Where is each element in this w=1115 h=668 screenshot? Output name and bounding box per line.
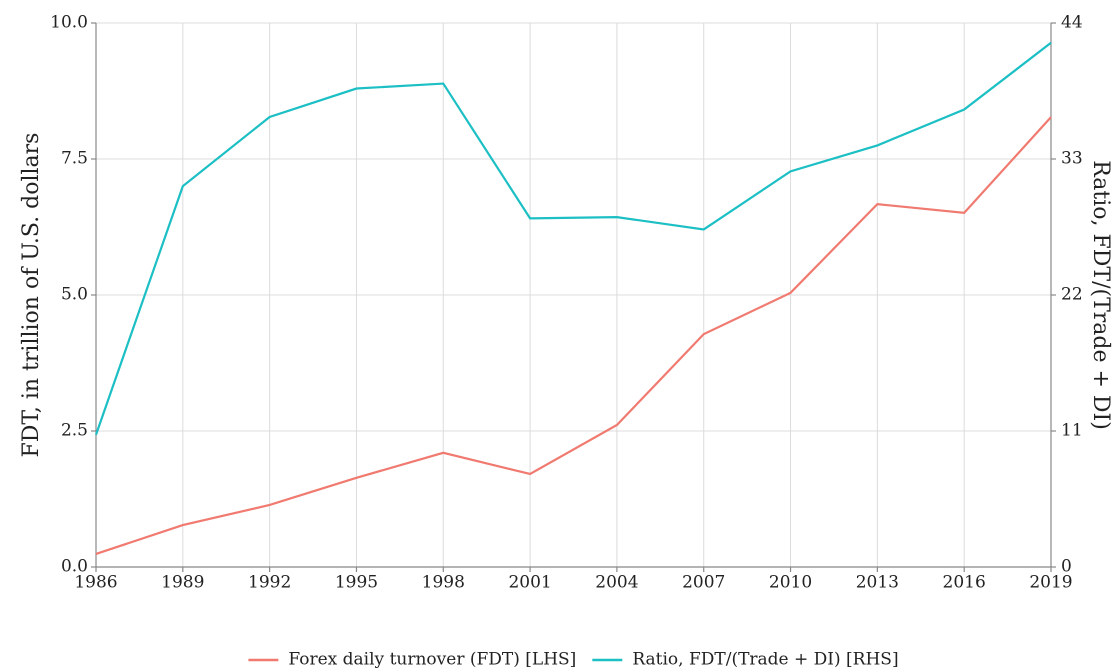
- y2-axis-label: Ratio, FDT/(Trade + DI): [1088, 160, 1113, 430]
- legend-label: Forex daily turnover (FDT) [LHS]: [288, 650, 576, 668]
- y2-tick-label: 44: [1061, 13, 1083, 33]
- x-tick-label: 1989: [161, 573, 204, 593]
- legend-label: Ratio, FDT/(Trade + DI) [RHS]: [632, 650, 898, 668]
- x-tick-label: 2010: [769, 573, 812, 593]
- y-tick-label: 7.5: [61, 149, 88, 169]
- x-tick-label: 2001: [508, 573, 551, 593]
- x-tick-label: 2016: [943, 573, 986, 593]
- x-tick-label: 1992: [248, 573, 291, 593]
- y-tick-label: 2.5: [61, 421, 88, 441]
- line-series: [95, 116, 1052, 555]
- y2-tick-label: 0: [1061, 557, 1072, 577]
- line-series: [94, 41, 1052, 436]
- x-tick-label: 2004: [595, 573, 638, 593]
- x-tick-label: 1998: [422, 573, 465, 593]
- x-tick-label: 2007: [682, 573, 725, 593]
- x-tick-label: 2013: [856, 573, 899, 593]
- x-tick-label: 1986: [74, 573, 117, 593]
- y-tick-label: 5.0: [61, 285, 88, 305]
- y2-tick-label: 11: [1061, 421, 1083, 441]
- y-tick-label: 0.0: [61, 557, 88, 577]
- y2-tick-label: 33: [1061, 149, 1083, 169]
- x-tick-label: 2019: [1029, 573, 1072, 593]
- x-tick-label: 1995: [335, 573, 378, 593]
- y-tick-label: 10.0: [50, 13, 88, 33]
- y2-tick-label: 22: [1061, 285, 1083, 305]
- y-axis-label: FDT, in trillion of U.S. dollars: [19, 133, 44, 458]
